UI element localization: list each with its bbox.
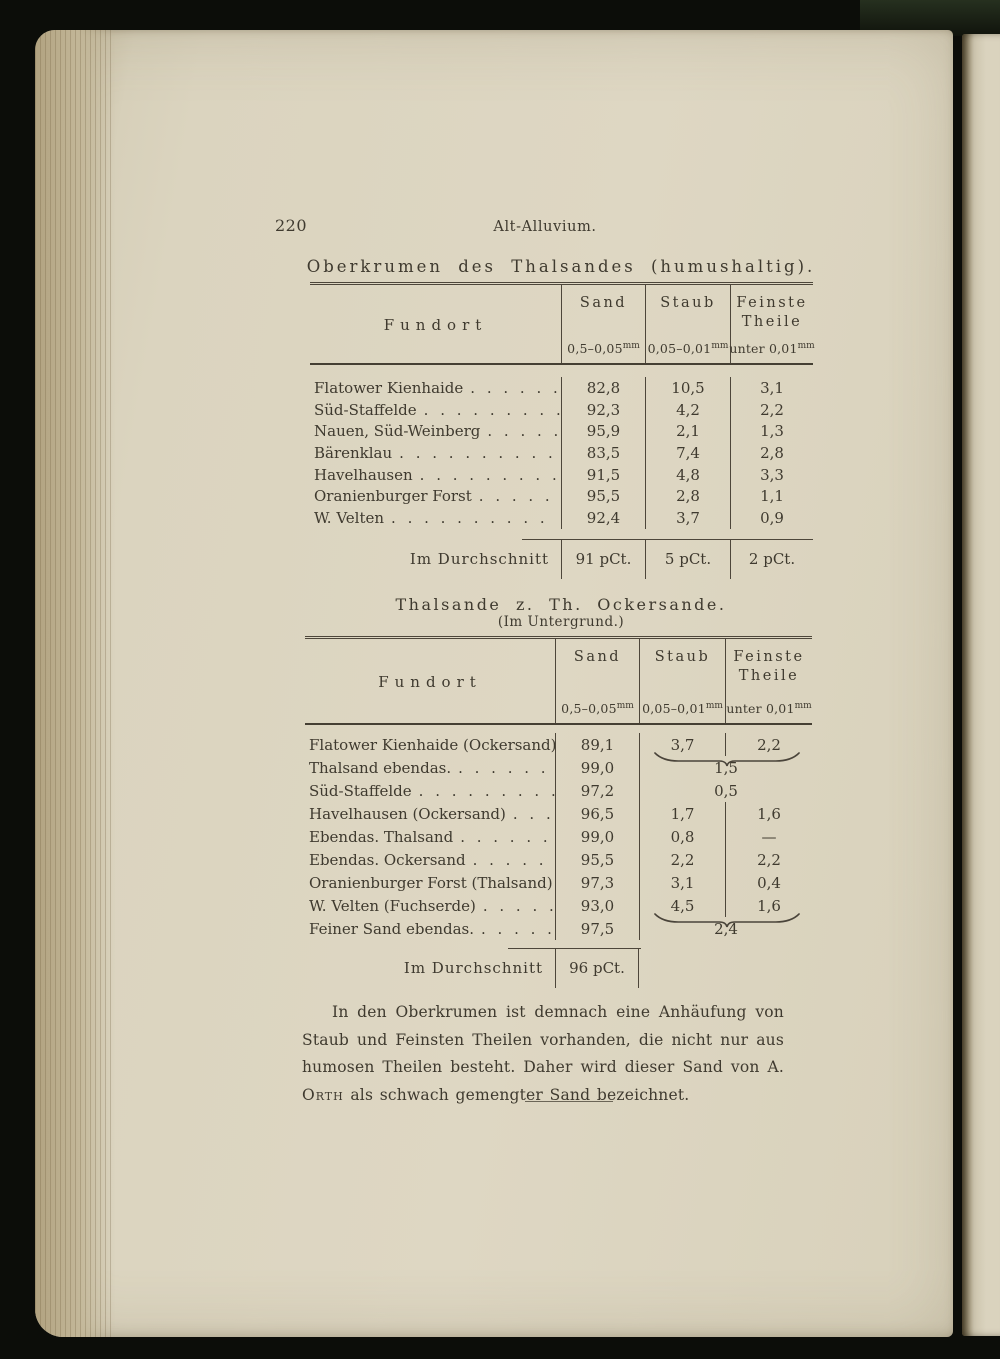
header-cell-staub: Staub 0,05–0,01mm [639, 639, 725, 723]
table-top-double-rule [310, 282, 813, 285]
table-row: Thalsand ebendas.. . . . . . . 99,0 1,5 [305, 756, 812, 779]
table-row: Süd-Staffelde. . . . . . . . . 97,2 0,5 [305, 779, 812, 802]
table-average-row: Im Durchschnitt 91 pCt. 5 pCt. 2 pCt. [310, 538, 813, 579]
table-thalsande: Fundort Sand 0,5–0,05mm Staub 0,05–0,01m… [305, 636, 812, 988]
body-paragraph: In den Oberkrumen ist demnach eine Anhäu… [302, 999, 784, 1109]
paragraph-text: In den Oberkrumen ist demnach eine Anhäu… [302, 1003, 784, 1076]
curly-brace-icon [653, 912, 801, 928]
table-row: Ebendas. Thalsand. . . . . . . 99,0 0,8 … [305, 825, 812, 848]
header-cell-sand: Sand 0,5–0,05mm [555, 639, 639, 723]
author-name: Orth [302, 1085, 344, 1104]
table-average-row: Im Durchschnitt 96 pCt. [305, 948, 812, 988]
table-row: Nauen, Süd-Weinberg. . . . . . 95,9 2,1 … [310, 420, 813, 443]
table-row: Feiner Sand ebendas.. . . . . . 97,5 2,4 [305, 917, 812, 940]
page-number: 220 [275, 216, 308, 235]
header-cell-feinste: Feinste Theile unter 0,01mm [725, 639, 812, 723]
header-cell-fundort: Fundort [378, 673, 482, 691]
table-body: Flatower Kienhaide. . . . . . . 82,8 10,… [310, 365, 813, 529]
partial-rule [522, 538, 813, 540]
partial-rule [508, 948, 641, 949]
table-row: Oranienburger Forst. . . . . . 95,5 2,8 … [310, 485, 813, 508]
table1-title: Oberkrumen des Thalsandes (humushaltig). [241, 257, 881, 276]
header-cell-feinste: Feinste Theile unter 0,01mm [729, 285, 815, 363]
curly-brace-icon [653, 751, 801, 767]
header-cell-sand: Sand 0,5–0,05mm [561, 285, 645, 363]
table-body: Flatower Kienhaide (Ockersand). . 89,1 3… [305, 725, 812, 940]
table2-title: Thalsande z. Th. Ockersande. (Im Untergr… [241, 595, 881, 630]
table1-title-text: Oberkrumen des Thalsandes (humushaltig). [306, 257, 816, 276]
header-cell-staub: Staub 0,05–0,01mm [645, 285, 730, 363]
table-oberkrumen: Fundort Sand 0,5–0,05mm Staub 0,05–0,01m… [310, 282, 815, 579]
table-row: W. Velten. . . . . . . . . . 92,4 3,7 0,… [310, 507, 813, 529]
table-row: Flatower Kienhaide (Ockersand). . 89,1 3… [305, 733, 812, 756]
table-top-double-rule [305, 636, 812, 639]
page-edge-stack [35, 30, 115, 1337]
table-row: Bärenklau. . . . . . . . . . 83,5 7,4 2,… [310, 442, 813, 464]
table-header-row: Fundort Sand 0,5–0,05mm Staub 0,05–0,01m… [310, 285, 815, 365]
table-row: Süd-Staffelde. . . . . . . . . 92,3 4,2 … [310, 398, 813, 421]
table2-subtitle: (Im Untergrund.) [497, 614, 625, 630]
table-row: Havelhausen. . . . . . . . . 91,5 4,8 3,… [310, 463, 813, 486]
table-row: Ebendas. Ockersand. . . . . . 95,5 2,2 2… [305, 848, 812, 871]
paragraph-text: als schwach gemengter Sand bezeichnet. [343, 1085, 690, 1104]
table-row: W. Velten (Fuchserde). . . . . . 93,0 4,… [305, 894, 812, 917]
adjacent-page-edge [962, 34, 1000, 1336]
section-end-rule [525, 1101, 613, 1102]
running-head: Alt-Alluvium. [493, 219, 597, 235]
header-cell-fundort: Fundort [383, 316, 488, 334]
table-header-row: Fundort Sand 0,5–0,05mm Staub 0,05–0,01m… [305, 639, 812, 725]
table-row: Oranienburger Forst (Thalsand). . 97,3 3… [305, 871, 812, 894]
table-row: Flatower Kienhaide. . . . . . . 82,8 10,… [310, 377, 813, 399]
table2-title-text: Thalsande z. Th. Ockersande. [395, 595, 727, 614]
table-row: Havelhausen (Ockersand). . . . . 96,5 1,… [305, 802, 812, 825]
book-page: 220 Alt-Alluvium. Oberkrumen des Thalsan… [35, 30, 953, 1337]
